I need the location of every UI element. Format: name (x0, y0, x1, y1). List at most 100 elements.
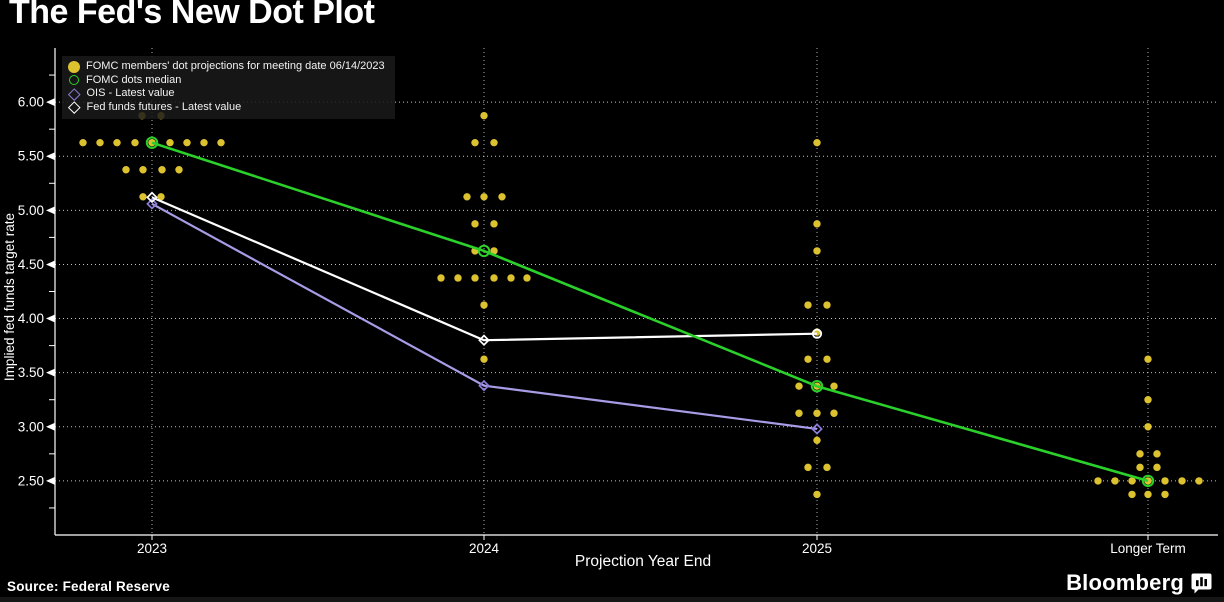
fomc-dot (1178, 477, 1186, 485)
fomc-dot (823, 463, 831, 472)
y-tick-label: 3.00 (18, 419, 44, 434)
fomc-dot (122, 166, 130, 174)
tick-arrow-icon (46, 98, 55, 107)
fomc-dot (795, 382, 803, 390)
tick-arrow-icon (46, 422, 55, 431)
fomc-dot (507, 274, 515, 282)
tick-arrow-icon (46, 476, 55, 485)
legend-item-label: OIS - Latest value (86, 87, 175, 99)
fomc-dot (1153, 463, 1161, 472)
fomc-dot (480, 111, 488, 120)
source-credit: Source: Federal Reserve (7, 579, 170, 594)
window-bottom-edge (0, 597, 1224, 602)
median-circle-icon (145, 136, 159, 149)
y-tick-label: 4.50 (18, 257, 44, 272)
fomc-dot (1153, 450, 1161, 458)
legend-marker-dot-icon (68, 60, 80, 73)
median-circle-icon (810, 379, 824, 393)
legend-marker-diamond-icon (68, 101, 81, 114)
legend-item: FOMC members' dot projections for meetin… (68, 60, 385, 74)
fomc-dot (813, 490, 821, 499)
y-tick-label: 3.50 (18, 365, 44, 380)
legend: FOMC members' dot projections for meetin… (62, 56, 395, 119)
fomc-dot (175, 166, 183, 174)
fomc-dot (1136, 450, 1144, 458)
legend-item: FOMC dots median (68, 74, 385, 88)
fomc-dot (113, 138, 121, 147)
futures-endpoint-icon (811, 328, 823, 339)
futures-diamond-icon (146, 191, 158, 204)
fomc-dot (480, 193, 488, 201)
fomc-dot (490, 220, 498, 228)
fomc-dot (139, 166, 147, 174)
fomc-dot (1094, 477, 1102, 485)
tick-arrow-icon (46, 260, 55, 269)
futures-line (151, 196, 818, 342)
fomc-dot (217, 138, 225, 147)
fomc-dot (471, 220, 479, 228)
bloomberg-wordmark: Bloomberg (1066, 570, 1184, 595)
x-tick-label: 2024 (469, 541, 500, 556)
legend-item-label: FOMC dots median (86, 73, 182, 86)
ois-diamond-icon (478, 379, 490, 392)
fomc-dot (804, 463, 812, 472)
fomc-dot (200, 138, 208, 147)
legend-item: Fed funds futures - Latest value (68, 101, 385, 115)
median-circle-icon (1141, 474, 1155, 488)
median-line (151, 141, 1149, 483)
fomc-dot (804, 355, 812, 363)
tick-arrow-icon (46, 206, 55, 215)
fomc-dot (1144, 355, 1152, 363)
ois-diamond-icon (146, 198, 158, 210)
fomc-dot (471, 274, 479, 282)
x-axis-title: Projection Year End (574, 553, 712, 570)
fomc-dot (183, 138, 191, 147)
fomc-dot (471, 138, 479, 147)
x-tick-label: 2025 (802, 541, 832, 556)
y-tick-label: 5.50 (18, 149, 44, 164)
ois-diamond-icon (811, 423, 823, 435)
fomc-dot (463, 193, 471, 201)
fomc-dot (490, 138, 498, 147)
fomc-dot (166, 138, 174, 147)
y-tick-label: 5.00 (18, 203, 44, 218)
fomc-dot (1144, 490, 1152, 499)
fomc-dot (1136, 463, 1144, 472)
tick-arrow-icon (46, 152, 55, 161)
chart-title: The Fed's New Dot Plot (9, 0, 375, 31)
x-tick-label: Longer Term (1110, 541, 1186, 556)
y-tick-label: 2.50 (18, 473, 44, 488)
tick-arrow-icon (46, 368, 55, 377)
median-circle-icon (477, 244, 491, 258)
fomc-dot (795, 409, 803, 417)
fomc-dot (1195, 477, 1203, 485)
fomc-dot (1128, 490, 1136, 499)
fomc-dot (158, 166, 166, 174)
tick-arrow-icon (46, 314, 55, 323)
fomc-dot (1111, 477, 1119, 485)
bloomberg-logo: Bloomberg (1066, 570, 1212, 596)
y-tick-label: 6.00 (18, 95, 44, 110)
fomc-dot (823, 355, 831, 363)
fomc-dot (813, 247, 821, 255)
fomc-dot (813, 220, 821, 228)
fomc-dot (490, 274, 498, 282)
fomc-dot (498, 193, 506, 201)
fomc-dot (813, 138, 821, 147)
fomc-dot (523, 274, 531, 282)
fomc-dot (480, 355, 488, 363)
bloomberg-chart-icon (1191, 573, 1212, 593)
legend-marker-diamond-icon (68, 87, 81, 100)
fomc-dot (454, 274, 462, 282)
legend-item-label: FOMC members' dot projections for meetin… (86, 60, 385, 72)
fomc-dot (1161, 490, 1169, 499)
fomc-dot (823, 301, 831, 309)
fomc-dot (813, 436, 821, 445)
fomc-dot (96, 138, 104, 147)
fomc-dot (490, 247, 498, 255)
fomc-dot (79, 138, 87, 147)
fomc-dot (1161, 477, 1169, 485)
legend-marker-circle-icon (69, 75, 79, 86)
